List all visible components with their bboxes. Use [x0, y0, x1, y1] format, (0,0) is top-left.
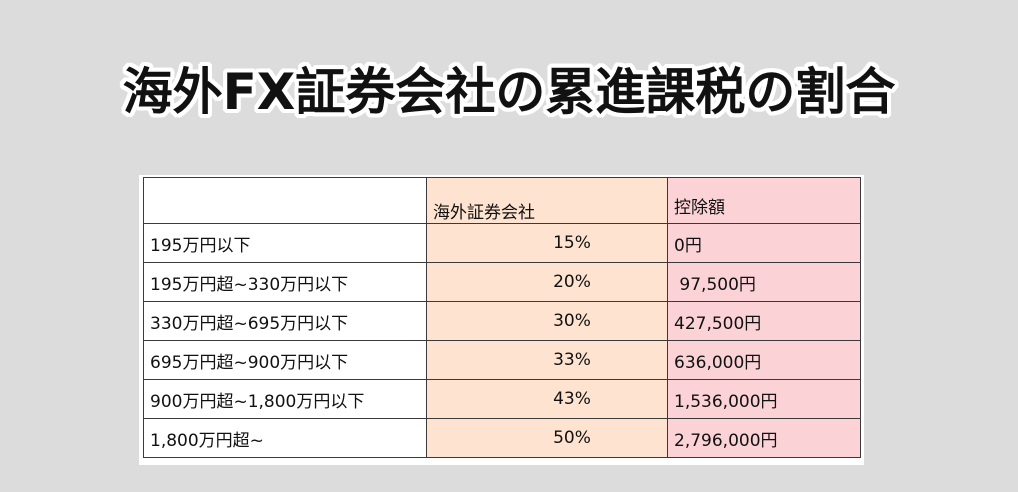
header-bracket-cell [143, 177, 427, 224]
bracket-cell: 695万円超~900万円以下 [143, 340, 427, 380]
progressive-tax-table: 海外証券会社 控除額 195万円以下 15% 0円 195万円超~330万円以下… [143, 177, 861, 458]
table-row: 195万円以下 15% 0円 [143, 223, 861, 263]
rate-cell: 43% [426, 379, 668, 419]
deduction-cell: 97,500円 [667, 262, 861, 302]
rate-value: 43% [553, 389, 591, 409]
rate-cell: 50% [426, 418, 668, 458]
rate-value: 30% [553, 311, 591, 331]
page-title: 海外FX証券会社の累進課税の割合 [122, 62, 896, 121]
tax-table-card: 海外証券会社 控除額 195万円以下 15% 0円 195万円超~330万円以下… [139, 175, 864, 465]
header-rate-cell: 海外証券会社 [426, 177, 668, 224]
bracket-cell: 1,800万円超~ [143, 418, 427, 458]
bracket-cell: 195万円超~330万円以下 [143, 262, 427, 302]
deduction-cell: 427,500円 [667, 301, 861, 341]
rate-value: 20% [553, 272, 591, 292]
rate-value: 15% [553, 233, 591, 253]
rate-cell: 15% [426, 223, 668, 263]
deduction-cell: 2,796,000円 [667, 418, 861, 458]
rate-cell: 33% [426, 340, 668, 380]
table-row: 195万円超~330万円以下 20% 97,500円 [143, 262, 861, 302]
table-row: 695万円超~900万円以下 33% 636,000円 [143, 340, 861, 380]
rate-cell: 30% [426, 301, 668, 341]
rate-value: 50% [553, 428, 591, 448]
deduction-cell: 1,536,000円 [667, 379, 861, 419]
table-row: 330万円超~695万円以下 30% 427,500円 [143, 301, 861, 341]
deduction-cell: 636,000円 [667, 340, 861, 380]
table-row: 900万円超~1,800万円以下 43% 1,536,000円 [143, 379, 861, 419]
rate-cell: 20% [426, 262, 668, 302]
table-header-row: 海外証券会社 控除額 [143, 177, 861, 224]
rate-value: 33% [553, 350, 591, 370]
header-deduction-cell: 控除額 [667, 177, 861, 224]
bracket-cell: 330万円超~695万円以下 [143, 301, 427, 341]
bracket-cell: 195万円以下 [143, 223, 427, 263]
deduction-cell: 0円 [667, 223, 861, 263]
bracket-cell: 900万円超~1,800万円以下 [143, 379, 427, 419]
table-row: 1,800万円超~ 50% 2,796,000円 [143, 418, 861, 458]
